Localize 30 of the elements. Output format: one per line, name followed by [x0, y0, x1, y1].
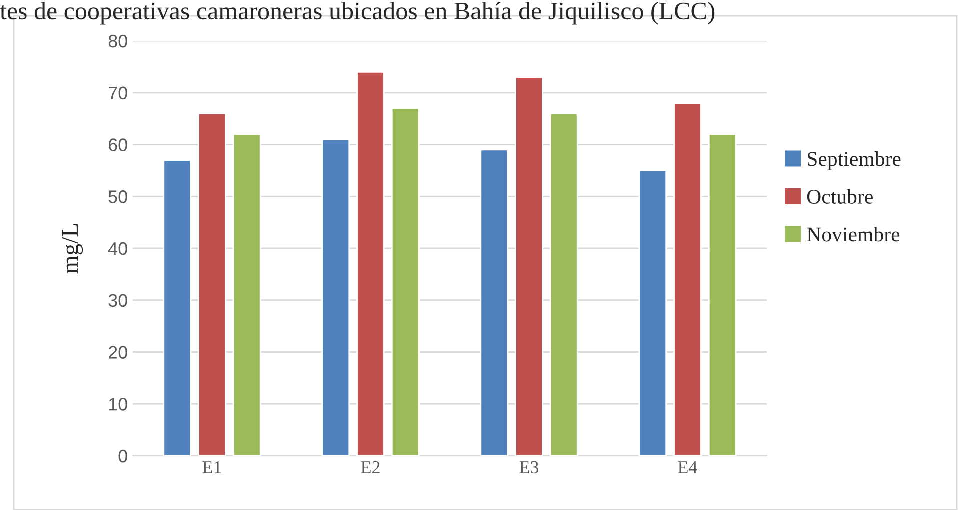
- bar: [674, 102, 702, 456]
- bar: [708, 134, 737, 456]
- x-tick-label: E2: [361, 461, 380, 474]
- x-tick-label: E3: [520, 461, 539, 474]
- y-tick-label: 80: [108, 34, 128, 48]
- y-tick-label: 70: [108, 86, 128, 100]
- y-tick-label: 50: [108, 190, 128, 204]
- legend-label: Noviembre: [807, 227, 900, 242]
- y-tick-label: 60: [108, 138, 128, 152]
- y-tick-label: 0: [118, 450, 128, 463]
- bar: [638, 170, 668, 456]
- legend-label: Septiembre: [808, 152, 901, 170]
- legend-label: Octubre: [807, 189, 873, 204]
- bar: [550, 112, 578, 456]
- x-tick-label: E1: [202, 461, 222, 474]
- x-tick-label: E4: [678, 462, 698, 474]
- bar: [480, 149, 509, 456]
- bar: [391, 108, 420, 456]
- bar: [198, 112, 226, 456]
- bar: [232, 134, 262, 456]
- y-tick-label: 40: [108, 242, 128, 256]
- y-axis-title: mg/L: [62, 224, 84, 274]
- bar: [322, 138, 350, 456]
- chart-title: tes de cooperativas camaroneras ubicados en Bahía de Jiquilisco (LCC): [0, 2, 715, 25]
- y-tick-label: 30: [108, 294, 128, 308]
- bar: [515, 76, 544, 456]
- y-tick-label: 10: [109, 398, 128, 411]
- bar: [356, 71, 385, 456]
- y-tick-label: 20: [108, 346, 128, 359]
- bar: [163, 160, 192, 456]
